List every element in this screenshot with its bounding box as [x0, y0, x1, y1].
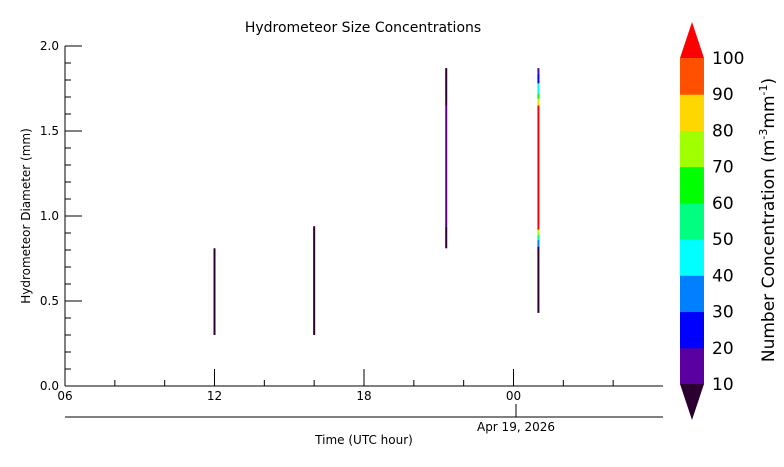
y-tick-label: 0.5: [40, 294, 59, 308]
colorbar-tick-label: 50: [712, 230, 734, 250]
data-column: [445, 68, 448, 249]
data-cell: [537, 239, 540, 247]
colorbar-segment: [680, 275, 704, 313]
x-ticks: 06 12 18 00: [57, 369, 614, 403]
colorbar-under-arrow: [680, 384, 704, 420]
colorbar: 10 20 30 40 50 60 70 80 90 100: [680, 22, 744, 420]
data-column: [313, 226, 316, 335]
colorbar-tick-label: 10: [712, 375, 734, 395]
data-cell: [445, 105, 448, 227]
colorbar-over-arrow: [680, 22, 704, 58]
data-cell: [313, 226, 316, 335]
x-tick-label: 18: [356, 389, 371, 403]
y-axis-label: Hydrometeor Diameter (mm): [19, 128, 33, 304]
colorbar-segment: [680, 166, 704, 204]
data-columns: [213, 68, 540, 335]
colorbar-tick-label: 90: [712, 85, 734, 105]
y-tick-label: 1.0: [40, 209, 59, 223]
colorbar-label-mid: mm: [759, 95, 779, 128]
colorbar-tick-label: 100: [712, 49, 744, 69]
colorbar-label: Number Concentration (m-3mm-1): [757, 78, 779, 362]
data-cell: [537, 93, 540, 99]
data-cell: [537, 98, 540, 106]
data-cell: [537, 229, 540, 235]
data-cell: [445, 226, 448, 249]
colorbar-segment: [680, 347, 704, 385]
date-axis: Apr 19, 2026: [65, 404, 663, 434]
colorbar-label-text: Number Concentration (m: [759, 140, 779, 363]
colorbar-label-sup1: -3: [757, 129, 770, 140]
y-tick-label: 2.0: [40, 39, 59, 53]
data-cell: [537, 234, 540, 240]
colorbar-tick-label: 80: [712, 121, 734, 141]
data-column: [213, 248, 216, 335]
data-cell: [537, 105, 540, 230]
data-cell: [537, 246, 540, 313]
y-tick-label: 0.0: [40, 379, 59, 393]
x-tick-label: 06: [57, 389, 72, 403]
colorbar-segment: [680, 239, 704, 276]
data-cell: [537, 68, 540, 74]
x-tick-label: 12: [207, 389, 222, 403]
colorbar-label-end: ): [759, 78, 779, 85]
colorbar-segment: [680, 202, 704, 240]
chart-title: Hydrometeor Size Concentrations: [245, 20, 481, 36]
data-cell: [537, 83, 540, 94]
colorbar-segment: [680, 58, 704, 95]
colorbar-tick-label: 60: [712, 194, 734, 214]
colorbar-segment: [680, 311, 704, 349]
colorbar-tick-label: 30: [712, 303, 734, 323]
colorbar-label-sup2: -1: [757, 85, 770, 96]
data-column: [537, 68, 540, 313]
x-axis-label: Time (UTC hour): [314, 433, 413, 447]
colorbar-segment: [680, 94, 704, 131]
y-tick-label: 1.5: [40, 124, 59, 138]
x-tick-label: 00: [506, 389, 521, 403]
plot-area: 0.0 0.5 1.0 1.5 2.0 06 12 18 00: [40, 39, 663, 403]
colorbar-segment: [680, 130, 704, 168]
colorbar-tick-label: 20: [712, 339, 734, 359]
colorbar-tick-label: 40: [712, 266, 734, 286]
data-cell: [537, 73, 540, 84]
colorbar-tick-label: 70: [712, 158, 734, 178]
date-label: Apr 19, 2026: [477, 420, 555, 434]
data-cell: [445, 68, 448, 106]
y-ticks: 0.0 0.5 1.0 1.5 2.0: [40, 39, 82, 393]
data-cell: [213, 248, 216, 335]
